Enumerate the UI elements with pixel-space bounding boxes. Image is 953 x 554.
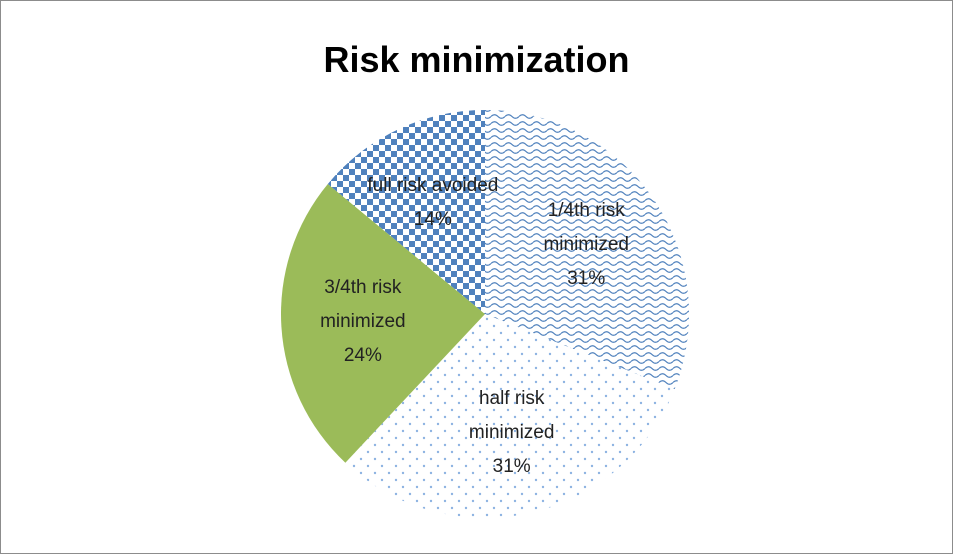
slice-name: full risk avoided [367,175,499,197]
slice-value: 31% [567,268,606,290]
pie-slice [280,183,485,463]
slice-label: half risk minimized 31% [447,382,577,484]
chart-title: Risk minimization [323,39,630,80]
slice-value: 14% [413,209,452,231]
slice-name: half risk minimized [468,388,555,444]
pie-slice [345,314,675,518]
slice-name: 1/4th risk minimized [543,200,629,256]
slice-label: 3/4th risk minimized 24% [298,271,428,373]
pie-slice [485,110,689,390]
slice-value: 24% [343,344,382,366]
slice-label: full risk avoided 14% [338,169,528,237]
slice-label: 1/4th risk minimized 31% [521,194,651,296]
slice-value: 31% [492,456,531,478]
slice-name: 3/4th risk minimized [320,276,406,332]
pie-slice [327,110,485,314]
